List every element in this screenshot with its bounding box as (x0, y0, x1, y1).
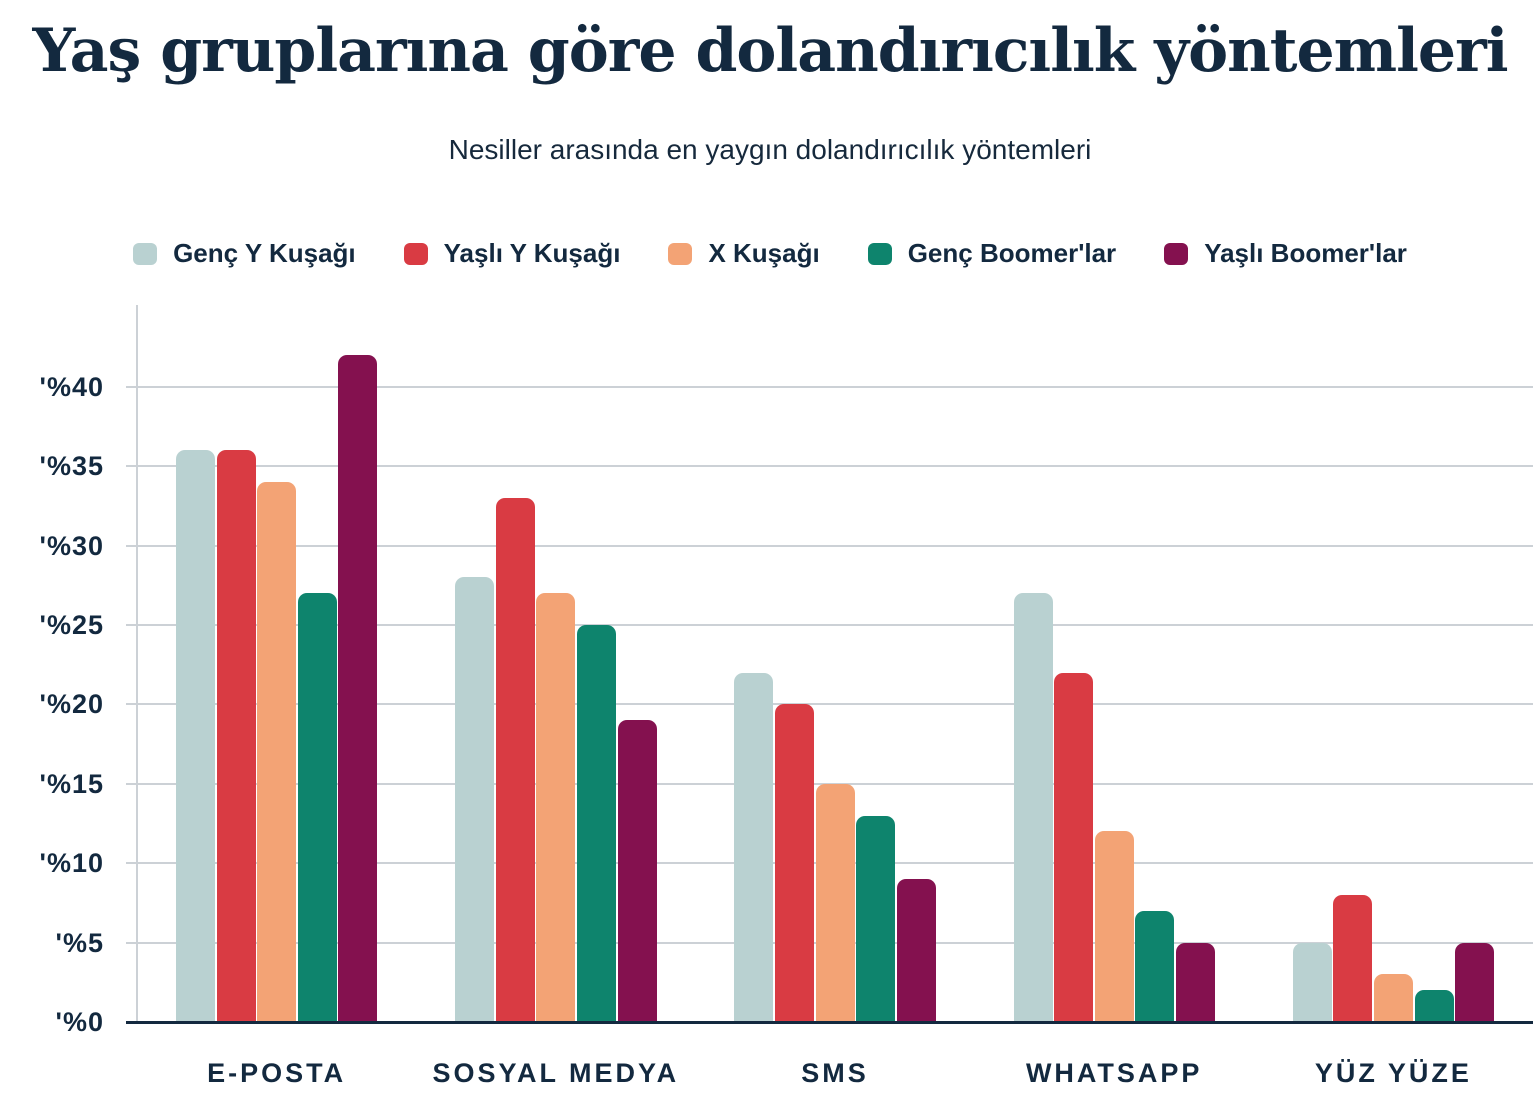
bar-3-3 (815, 783, 855, 1022)
y-axis-label: '%35 (39, 451, 104, 482)
bar-1-3 (734, 672, 774, 1022)
bar-4-3 (856, 815, 896, 1022)
legend-label: Genç Boomer'lar (907, 238, 1117, 268)
y-axis-tick (126, 385, 137, 388)
bar-5-2 (617, 720, 657, 1022)
gridline (137, 624, 1533, 626)
legend-swatch (668, 242, 693, 265)
chart-title: Yaş gruplarına göre dolandırıcılık yönte… (32, 16, 1508, 86)
bar-3-1 (257, 482, 297, 1022)
category-label: E-POSTA (207, 1058, 347, 1088)
bar-4-1 (297, 593, 337, 1022)
bar-4-4 (1135, 910, 1175, 1022)
bar-1-1 (175, 450, 215, 1022)
category-label: SOSYAL MEDYA (432, 1058, 680, 1088)
legend-label: Yaşlı Y Kuşağı (443, 238, 621, 268)
bar-2-4 (1054, 672, 1094, 1022)
y-axis-tick (126, 703, 137, 706)
y-axis-tick (126, 544, 137, 547)
gridline (137, 385, 1533, 388)
y-axis-label: '%5 (55, 927, 104, 958)
bar-5-5 (1455, 942, 1495, 1022)
gridline (137, 703, 1533, 706)
y-axis-tick (126, 465, 137, 468)
legend-item: X Kuşağı (668, 238, 820, 269)
legend-item: Yaşlı Boomer'lar (1164, 238, 1407, 269)
legend-item: Genç Y Kuşağı (133, 238, 356, 269)
x-axis-line (126, 1021, 1533, 1024)
bar-5-1 (338, 355, 378, 1022)
y-axis-label: '%10 (39, 848, 104, 879)
bar-2-2 (495, 497, 535, 1022)
bar-4-5 (1414, 990, 1454, 1022)
bar-3-5 (1373, 974, 1413, 1022)
legend-item: Yaşlı Y Kuşağı (403, 238, 621, 269)
legend: Genç Y Kuşağı Yaşlı Y Kuşağı X Kuşağı Genç … (0, 238, 1540, 269)
y-axis-tick (126, 862, 137, 865)
legend-swatch (1164, 242, 1189, 265)
legend-label: Yaşlı Boomer'lar (1204, 238, 1407, 268)
bar-4-2 (576, 625, 616, 1022)
legend-swatch (867, 242, 892, 265)
bar-3-4 (1094, 831, 1134, 1022)
category-label: WHATSAPP (1025, 1058, 1203, 1088)
category-label: SMS (801, 1058, 869, 1088)
bar-1-2 (455, 577, 495, 1022)
bar-1-4 (1013, 593, 1053, 1022)
bar-1-5 (1292, 942, 1332, 1022)
gridline (137, 544, 1533, 547)
y-axis-tick (126, 941, 137, 944)
bar-5-3 (896, 879, 936, 1022)
bar-2-5 (1333, 894, 1373, 1022)
legend-swatch (133, 242, 158, 265)
y-axis-label: '%0 (55, 1007, 104, 1037)
y-axis-label: '%30 (39, 530, 104, 561)
y-axis-label: '%15 (39, 768, 104, 799)
legend-label: Genç Y Kuşağı (173, 238, 356, 268)
bar-5-4 (1175, 942, 1215, 1022)
y-axis-tick (126, 624, 137, 626)
y-axis-line (136, 305, 138, 1022)
legend-label: X Kuşağı (708, 238, 820, 268)
legend-swatch (403, 242, 428, 265)
bar-2-3 (774, 704, 814, 1022)
bar-2-1 (216, 450, 256, 1022)
chart-subtitle: Nesiller arasında en yaygın dolandırıcıl… (448, 134, 1092, 165)
y-axis-tick (126, 782, 137, 785)
y-axis-label: '%40 (39, 371, 104, 402)
y-axis-label: '%20 (39, 689, 104, 720)
legend-item: Genç Boomer'lar (867, 238, 1117, 269)
category-label: YÜZ YÜZE (1314, 1058, 1472, 1088)
y-axis-label: '%25 (39, 610, 104, 640)
gridline (137, 465, 1533, 468)
bar-3-2 (536, 593, 576, 1022)
